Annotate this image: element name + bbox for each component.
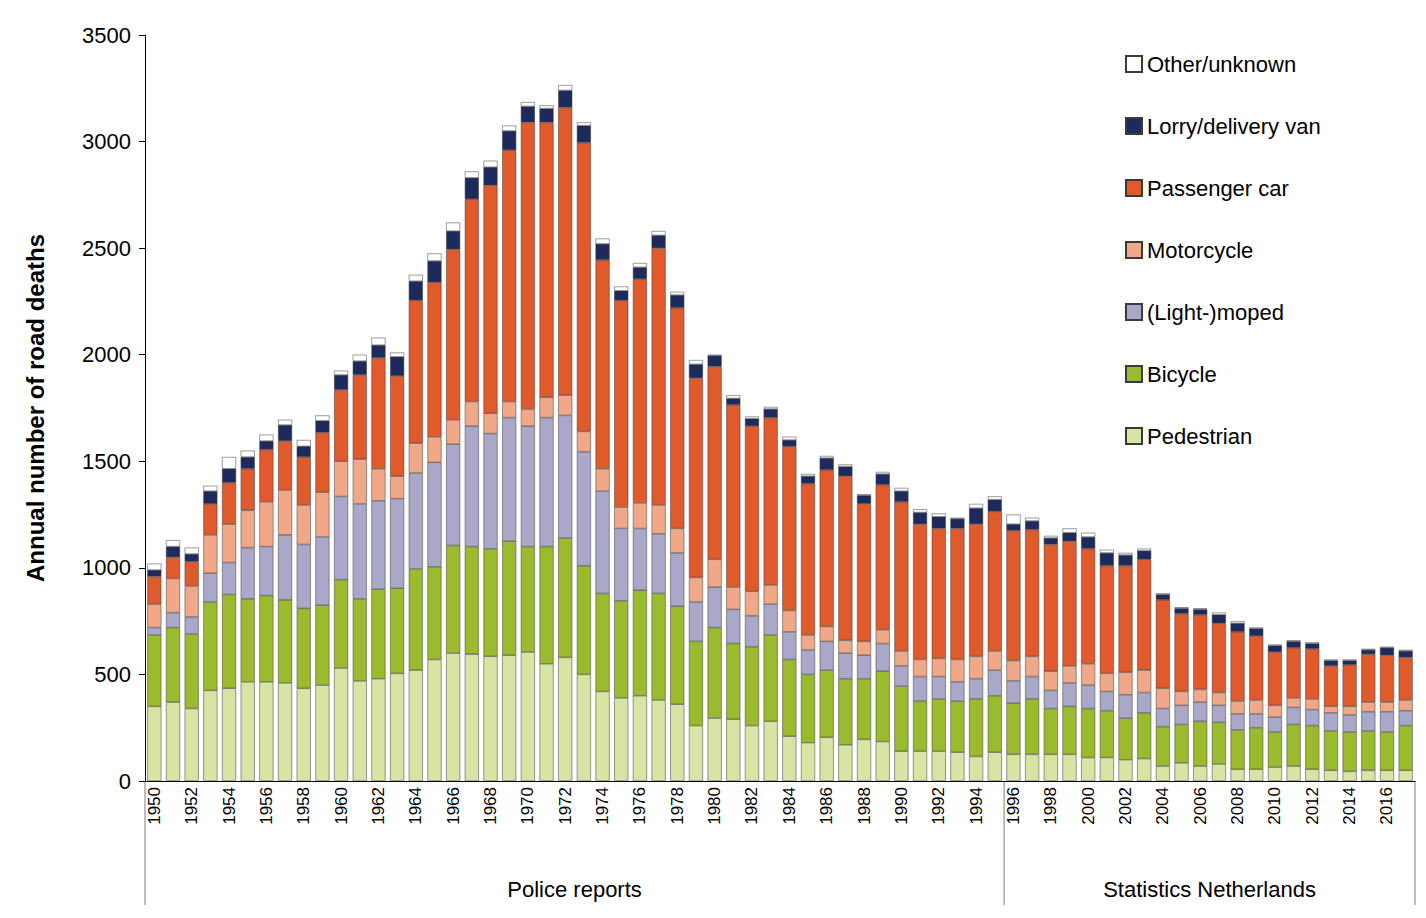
- svg-text:Bicycle: Bicycle: [1147, 362, 1217, 387]
- svg-text:1968: 1968: [481, 787, 500, 825]
- svg-text:2014: 2014: [1340, 787, 1359, 825]
- svg-text:Statistics Netherlands: Statistics Netherlands: [1103, 877, 1316, 902]
- svg-text:2000: 2000: [1079, 787, 1098, 825]
- svg-text:Pedestrian: Pedestrian: [1147, 424, 1252, 449]
- svg-text:1950: 1950: [145, 787, 164, 825]
- svg-text:1500: 1500: [82, 449, 131, 474]
- svg-text:1972: 1972: [556, 787, 575, 825]
- svg-text:1974: 1974: [593, 787, 612, 825]
- svg-text:1000: 1000: [82, 555, 131, 580]
- svg-text:1994: 1994: [967, 787, 986, 825]
- svg-text:Other/unknown: Other/unknown: [1147, 52, 1296, 77]
- svg-text:2002: 2002: [1116, 787, 1135, 825]
- svg-text:1982: 1982: [742, 787, 761, 825]
- svg-text:2500: 2500: [82, 236, 131, 261]
- svg-text:1956: 1956: [257, 787, 276, 825]
- svg-text:1998: 1998: [1041, 787, 1060, 825]
- svg-text:1958: 1958: [294, 787, 313, 825]
- svg-text:0: 0: [119, 769, 131, 794]
- svg-text:Passenger car: Passenger car: [1147, 176, 1289, 201]
- svg-text:1990: 1990: [892, 787, 911, 825]
- svg-text:2006: 2006: [1191, 787, 1210, 825]
- svg-text:1984: 1984: [780, 787, 799, 825]
- svg-text:1978: 1978: [668, 787, 687, 825]
- svg-text:500: 500: [94, 662, 131, 687]
- svg-text:1960: 1960: [332, 787, 351, 825]
- svg-text:Annual number of road deaths: Annual number of road deaths: [22, 234, 49, 582]
- svg-text:1966: 1966: [444, 787, 463, 825]
- svg-text:Motorcycle: Motorcycle: [1147, 238, 1253, 263]
- svg-text:3500: 3500: [82, 23, 131, 48]
- svg-text:2004: 2004: [1153, 787, 1172, 825]
- svg-text:1992: 1992: [929, 787, 948, 825]
- svg-text:2008: 2008: [1228, 787, 1247, 825]
- svg-text:2016: 2016: [1377, 787, 1396, 825]
- svg-text:1980: 1980: [705, 787, 724, 825]
- svg-text:(Light-)moped: (Light-)moped: [1147, 300, 1284, 325]
- svg-text:1964: 1964: [406, 787, 425, 825]
- svg-text:1962: 1962: [369, 787, 388, 825]
- svg-text:2000: 2000: [82, 342, 131, 367]
- svg-text:3000: 3000: [82, 129, 131, 154]
- svg-text:1952: 1952: [182, 787, 201, 825]
- svg-text:1954: 1954: [220, 787, 239, 825]
- svg-text:1986: 1986: [817, 787, 836, 825]
- svg-text:2010: 2010: [1265, 787, 1284, 825]
- svg-text:2012: 2012: [1303, 787, 1322, 825]
- svg-text:1976: 1976: [630, 787, 649, 825]
- svg-text:Lorry/delivery van: Lorry/delivery van: [1147, 114, 1321, 139]
- svg-text:1996: 1996: [1004, 787, 1023, 825]
- svg-text:Police reports: Police reports: [507, 877, 642, 902]
- svg-text:1988: 1988: [855, 787, 874, 825]
- svg-text:1970: 1970: [518, 787, 537, 825]
